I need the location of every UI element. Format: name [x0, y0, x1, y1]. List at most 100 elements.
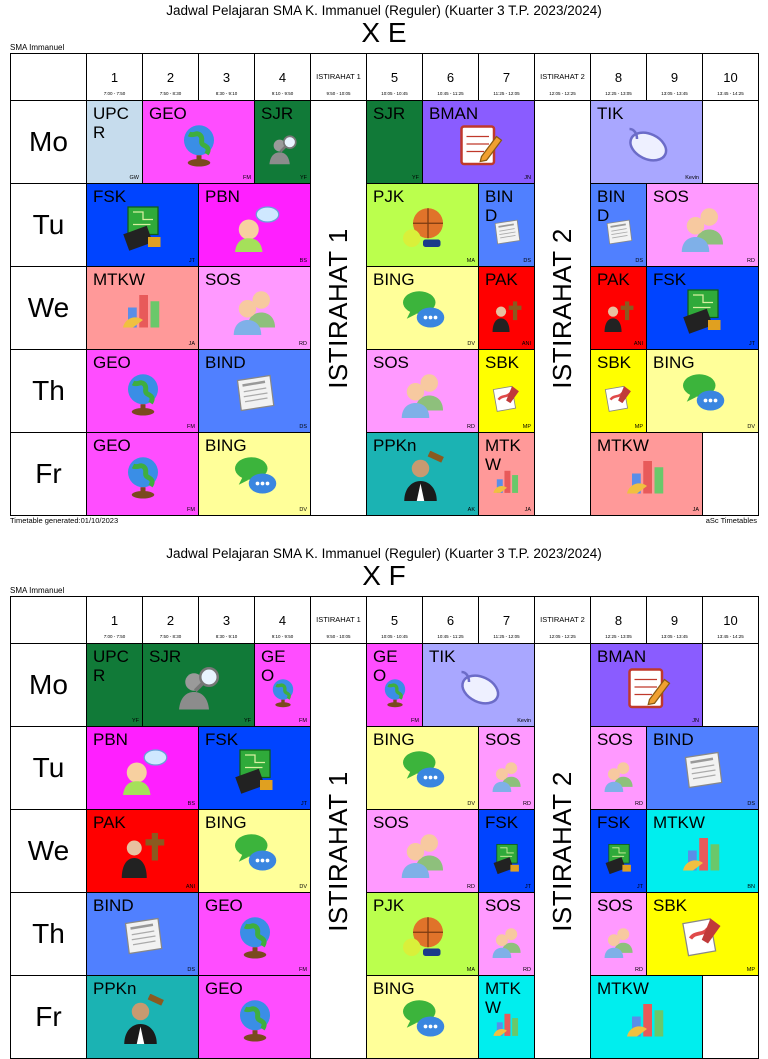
lesson-cell[interactable]: MTKW BN	[647, 810, 759, 893]
lesson-subject: SBK	[485, 353, 520, 372]
lesson-cell[interactable]: FSK JT	[479, 810, 535, 893]
lesson-cell[interactable]: BING DV	[367, 727, 479, 810]
lesson-cell[interactable]: SOS RD	[591, 727, 647, 810]
lesson-cell[interactable]: GEO FM	[87, 350, 199, 433]
notepad-icon	[622, 662, 672, 712]
detective-icon	[266, 132, 300, 166]
lesson-cell[interactable]: SOS RD	[367, 350, 479, 433]
lesson-cell[interactable]: SOS RD	[199, 267, 311, 350]
break-name: ISTIRAHAT 2	[540, 72, 585, 81]
lesson-subject: BIND	[93, 896, 134, 915]
lesson-cell[interactable]: PBN BS	[87, 727, 199, 810]
lesson-cell[interactable]: BING DV	[199, 433, 311, 516]
lesson-cell[interactable]: BMAN JN	[423, 101, 535, 184]
lesson-cell[interactable]: GEO FM	[87, 433, 199, 516]
lesson-cell[interactable]: FSK JT	[647, 267, 759, 350]
period-time: 9:50 - 10:05	[326, 634, 351, 639]
lesson-teacher: MP	[634, 424, 643, 430]
lesson-cell[interactable]: BMAN JN	[591, 644, 703, 727]
lesson-cell[interactable]: PAK ANI	[591, 267, 647, 350]
lesson-cell[interactable]: MTKW JA	[591, 433, 703, 516]
lesson-cell[interactable]: SOS RD	[367, 810, 479, 893]
lesson-teacher: ANI	[521, 341, 531, 347]
lesson-subject: SJR	[149, 647, 182, 666]
period-time: 7:50 - 8:30	[159, 91, 182, 96]
lesson-cell[interactable]: GEO FM	[255, 644, 311, 727]
lesson-cell[interactable]: BING DV	[199, 810, 311, 893]
lesson-cell[interactable]: PBN BS	[199, 184, 311, 267]
lesson-teacher: FM	[187, 507, 195, 513]
lesson-cell[interactable]: UPCR GW	[87, 101, 143, 184]
lesson-cell[interactable]: BING	[367, 976, 479, 1059]
lesson-cell[interactable]: MTKW JA	[479, 433, 535, 516]
lesson-cell[interactable]: FSK JT	[199, 727, 311, 810]
lesson-cell[interactable]: SJR YF	[367, 101, 423, 184]
lesson-subject: PJK	[373, 187, 405, 206]
newspaper-icon	[230, 368, 280, 418]
lesson-cell[interactable]: SJR YF	[143, 644, 255, 727]
lesson-cell[interactable]: SOS RD	[591, 893, 647, 976]
lesson-cell[interactable]: PPKn AK	[367, 433, 479, 516]
period-number: 10	[723, 70, 738, 85]
lesson-cell[interactable]: GEO FM	[367, 644, 423, 727]
lesson-cell[interactable]: BIND DS	[647, 727, 759, 810]
lesson-cell[interactable]: MTKW	[591, 976, 703, 1059]
lesson-cell[interactable]: PAK ANI	[87, 810, 199, 893]
period-header: 8 12:25 - 13:05	[591, 54, 647, 101]
period-time: 10:45 - 11:25	[437, 91, 464, 96]
lesson-cell[interactable]: TIK Kevin	[423, 644, 535, 727]
lesson-cell[interactable]: BIND DS	[199, 350, 311, 433]
lesson-cell[interactable]: MTKW	[479, 976, 535, 1059]
lesson-cell[interactable]: FSK JT	[591, 810, 647, 893]
period-number: 8	[614, 70, 623, 85]
lesson-cell[interactable]: BIND DS	[591, 184, 647, 267]
lesson-teacher: RD	[467, 884, 475, 890]
lesson-cell[interactable]: BIND DS	[479, 184, 535, 267]
lesson-cell[interactable]: GEO	[199, 976, 311, 1059]
lesson-teacher: RD	[299, 341, 307, 347]
lesson-subject: GEO	[149, 104, 187, 123]
period-time: 10:45 - 11:25	[437, 634, 464, 639]
lesson-subject: BING	[653, 353, 695, 372]
globe-icon	[230, 994, 280, 1044]
chart-icon	[118, 285, 168, 335]
lesson-cell[interactable]: UPCR YF	[87, 644, 143, 727]
lesson-cell[interactable]: SBK MP	[591, 350, 647, 433]
period-header: 7 11:25 - 12:05	[479, 597, 535, 644]
break-label: ISTIRAHAT 1	[323, 227, 354, 389]
lesson-cell[interactable]: SOS RD	[479, 727, 535, 810]
period-header: 9 13:05 - 13:45	[647, 597, 703, 644]
lesson-teacher: ANI	[185, 884, 195, 890]
break-label: ISTIRAHAT 2	[547, 227, 578, 389]
lesson-teacher: DS	[635, 258, 643, 264]
speaker-icon	[230, 202, 280, 252]
lesson-cell[interactable]: SOS RD	[647, 184, 759, 267]
lesson-cell[interactable]: FSK JT	[87, 184, 199, 267]
timetable-grid: 1 7:00 - 7:50 2 7:50 - 8:30 3 8:30 - 9:10 4 9:1…	[10, 53, 759, 516]
lesson-teacher: DV	[299, 507, 307, 513]
newspaper-icon	[118, 911, 168, 961]
software-credit: aSc Timetables	[705, 516, 757, 525]
break-header: ISTIRAHAT 1 9:50 - 10:05	[311, 54, 367, 101]
lesson-cell[interactable]: TIK Kevin	[591, 101, 703, 184]
lesson-cell[interactable]: PPKn	[87, 976, 199, 1059]
lesson-cell[interactable]: SBK MP	[479, 350, 535, 433]
lesson-cell[interactable]: PJK MA	[367, 184, 479, 267]
lesson-subject: PAK	[485, 270, 518, 289]
lesson-cell[interactable]: SBK MP	[647, 893, 759, 976]
lesson-cell[interactable]: GEO FM	[199, 893, 311, 976]
lesson-cell[interactable]: GEO FM	[143, 101, 255, 184]
lesson-cell[interactable]: SOS RD	[479, 893, 535, 976]
lesson-cell[interactable]: BIND DS	[87, 893, 199, 976]
period-header: 4 9:10 - 9:50	[255, 54, 311, 101]
period-number: 2	[166, 70, 175, 85]
lesson-cell[interactable]: PJK MA	[367, 893, 479, 976]
cross-icon	[602, 298, 636, 332]
lesson-cell[interactable]: PAK ANI	[479, 267, 535, 350]
lesson-cell[interactable]: BING DV	[367, 267, 479, 350]
lesson-cell[interactable]: MTKW JA	[87, 267, 199, 350]
lesson-cell[interactable]: SJR YF	[255, 101, 311, 184]
lesson-teacher: RD	[523, 967, 531, 973]
lesson-cell[interactable]: BING DV	[647, 350, 759, 433]
period-number: 1	[110, 613, 119, 628]
